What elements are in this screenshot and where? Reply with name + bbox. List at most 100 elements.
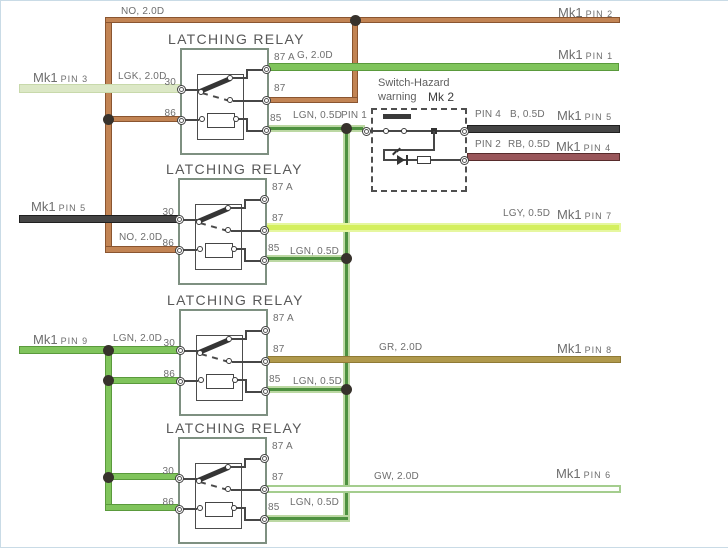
relay-lead xyxy=(236,248,246,250)
relay-lead xyxy=(185,119,199,121)
relay-coil-terminal-icon xyxy=(232,377,238,383)
relay-terminal-85 xyxy=(261,387,270,396)
label-lgn-0-5d: LGN, 0.5D xyxy=(293,376,343,387)
relay-terminal-87 xyxy=(262,96,271,105)
pin-text: PIN 5 xyxy=(58,203,87,213)
lamp-icon xyxy=(397,155,405,165)
label-lgn-0-5d: LGN, 0.5D xyxy=(290,497,340,508)
junction-dot xyxy=(103,114,114,125)
wire-mk1-pin1-wire xyxy=(265,63,619,71)
label-lgn-0-5d: LGN, 0.5D xyxy=(293,110,343,121)
relay-terminal-87 xyxy=(261,357,270,366)
relay-terminal-label-87a: 87 A xyxy=(272,441,293,452)
label-mk1-pin-2: Mk1 PIN 2 xyxy=(558,4,613,22)
relay-inner-box xyxy=(197,74,244,140)
pin-text: PIN 4 xyxy=(583,143,612,153)
relay-lead xyxy=(238,118,248,120)
relay-terminal-label-87: 87 xyxy=(274,83,286,94)
relay-terminal-label-87: 87 xyxy=(273,344,285,355)
relay-lead xyxy=(232,338,247,340)
relay-contact-icon xyxy=(226,336,232,342)
junction-dot xyxy=(103,472,114,483)
relay-lead xyxy=(232,361,265,363)
relay-terminal-87 xyxy=(260,226,269,235)
label-no-2-0d: NO, 2.0D xyxy=(121,6,165,17)
relay-lead xyxy=(231,466,246,468)
label-mk1-pin-7: Mk1 PIN 7 xyxy=(557,206,612,224)
relay-terminal-87 xyxy=(260,485,269,494)
relay-terminal-label-30: 30 xyxy=(162,207,174,218)
label-lgn-2-0d: LGN, 2.0D xyxy=(113,333,163,344)
mk-text: Mk1 xyxy=(558,5,583,20)
relay-coil-icon xyxy=(205,243,233,258)
label-mk1-pin-5: Mk1 PIN 5 xyxy=(31,198,86,216)
wire-mk1-pin7-wire xyxy=(265,223,621,232)
wire-relay3-85-wire xyxy=(265,386,350,393)
relay-terminal-label-30: 30 xyxy=(164,77,176,88)
relay-lead xyxy=(244,458,246,468)
pin-text: PIN 5 xyxy=(584,112,613,122)
relay-lead xyxy=(244,519,264,521)
pin-text: PIN 8 xyxy=(584,345,613,355)
relay-lead xyxy=(245,391,265,393)
relay-coil-icon xyxy=(206,374,234,389)
pin-text: PIN 6 xyxy=(583,470,612,480)
wire-relay4-85-wire xyxy=(265,515,350,522)
relay-coil-terminal-icon xyxy=(197,246,203,252)
switch-contact-icon xyxy=(383,128,389,134)
relay-lead xyxy=(245,330,247,340)
relay-coil-terminal-icon xyxy=(231,246,237,252)
switch-box-title-line1: Switch-Hazard xyxy=(378,77,450,89)
relay-coil-terminal-icon xyxy=(199,116,205,122)
relay-terminal-87a xyxy=(260,454,269,463)
label-b-0-5d: B, 0.5D xyxy=(510,109,545,120)
label-mk1-pin-3: Mk1 PIN 3 xyxy=(33,69,88,87)
switch-branch-wire xyxy=(383,149,435,151)
relay-lead xyxy=(244,260,264,262)
label-pin-1: PIN 1 xyxy=(341,110,368,121)
relay-lead xyxy=(185,89,199,91)
junction-dot xyxy=(341,123,352,134)
label-mk1-pin-5: Mk1 PIN 5 xyxy=(557,107,612,125)
relay-lead xyxy=(246,69,248,79)
switch-main-wire xyxy=(365,130,465,132)
relay-lead xyxy=(183,478,197,480)
label-gr-2-0d: GR, 2.0D xyxy=(379,342,423,353)
mk-text: Mk1 xyxy=(558,47,583,62)
mk-text: Mk1 xyxy=(33,332,58,347)
relay-terminal-86 xyxy=(175,246,184,255)
terminal-pin4 xyxy=(460,127,469,136)
label-lgk-2-0d: LGK, 2.0D xyxy=(118,71,167,82)
mk-text: Mk1 xyxy=(31,199,56,214)
switch-box-title-mk2: Mk 2 xyxy=(428,90,455,104)
relay-lead xyxy=(244,199,264,201)
label-g-2-0d: G, 2.0D xyxy=(297,50,333,61)
label-rb-0-5d: RB, 0.5D xyxy=(508,139,551,150)
mk-text: Mk1 xyxy=(556,466,581,481)
relay-contact-icon xyxy=(225,486,231,492)
wire-mk1-pin6-wire xyxy=(265,485,621,493)
lamp-bar-icon xyxy=(406,155,408,165)
label-lgy-0-5d: LGY, 0.5D xyxy=(503,208,551,219)
relay-lead xyxy=(231,230,264,232)
resistor-icon xyxy=(417,156,431,164)
relay-terminal-30 xyxy=(176,346,185,355)
relay-lead xyxy=(244,507,246,521)
switch-contact-bar-icon xyxy=(383,114,411,119)
latching-relay-title: LATCHING RELAY xyxy=(168,31,305,47)
relay-coil-icon xyxy=(205,502,233,517)
label-pin-2: PIN 2 xyxy=(475,139,502,150)
switch-branch-wire xyxy=(433,131,435,151)
relay-terminal-85 xyxy=(262,126,271,135)
relay-contact-icon xyxy=(198,89,204,95)
latching-relay-title: LATCHING RELAY xyxy=(166,161,303,177)
relay-lead xyxy=(183,249,197,251)
relay-inner-box xyxy=(195,463,242,529)
latching-relay-4: LATCHING RELAY 30 86 87 A 87 85 xyxy=(162,420,301,544)
pin-text: PIN 7 xyxy=(584,211,613,221)
relay-terminal-86 xyxy=(175,505,184,514)
relay-lead xyxy=(246,130,266,132)
relay-lead xyxy=(237,379,247,381)
latching-relay-title: LATCHING RELAY xyxy=(167,292,304,308)
relay-terminal-label-87a: 87 A xyxy=(272,182,293,193)
